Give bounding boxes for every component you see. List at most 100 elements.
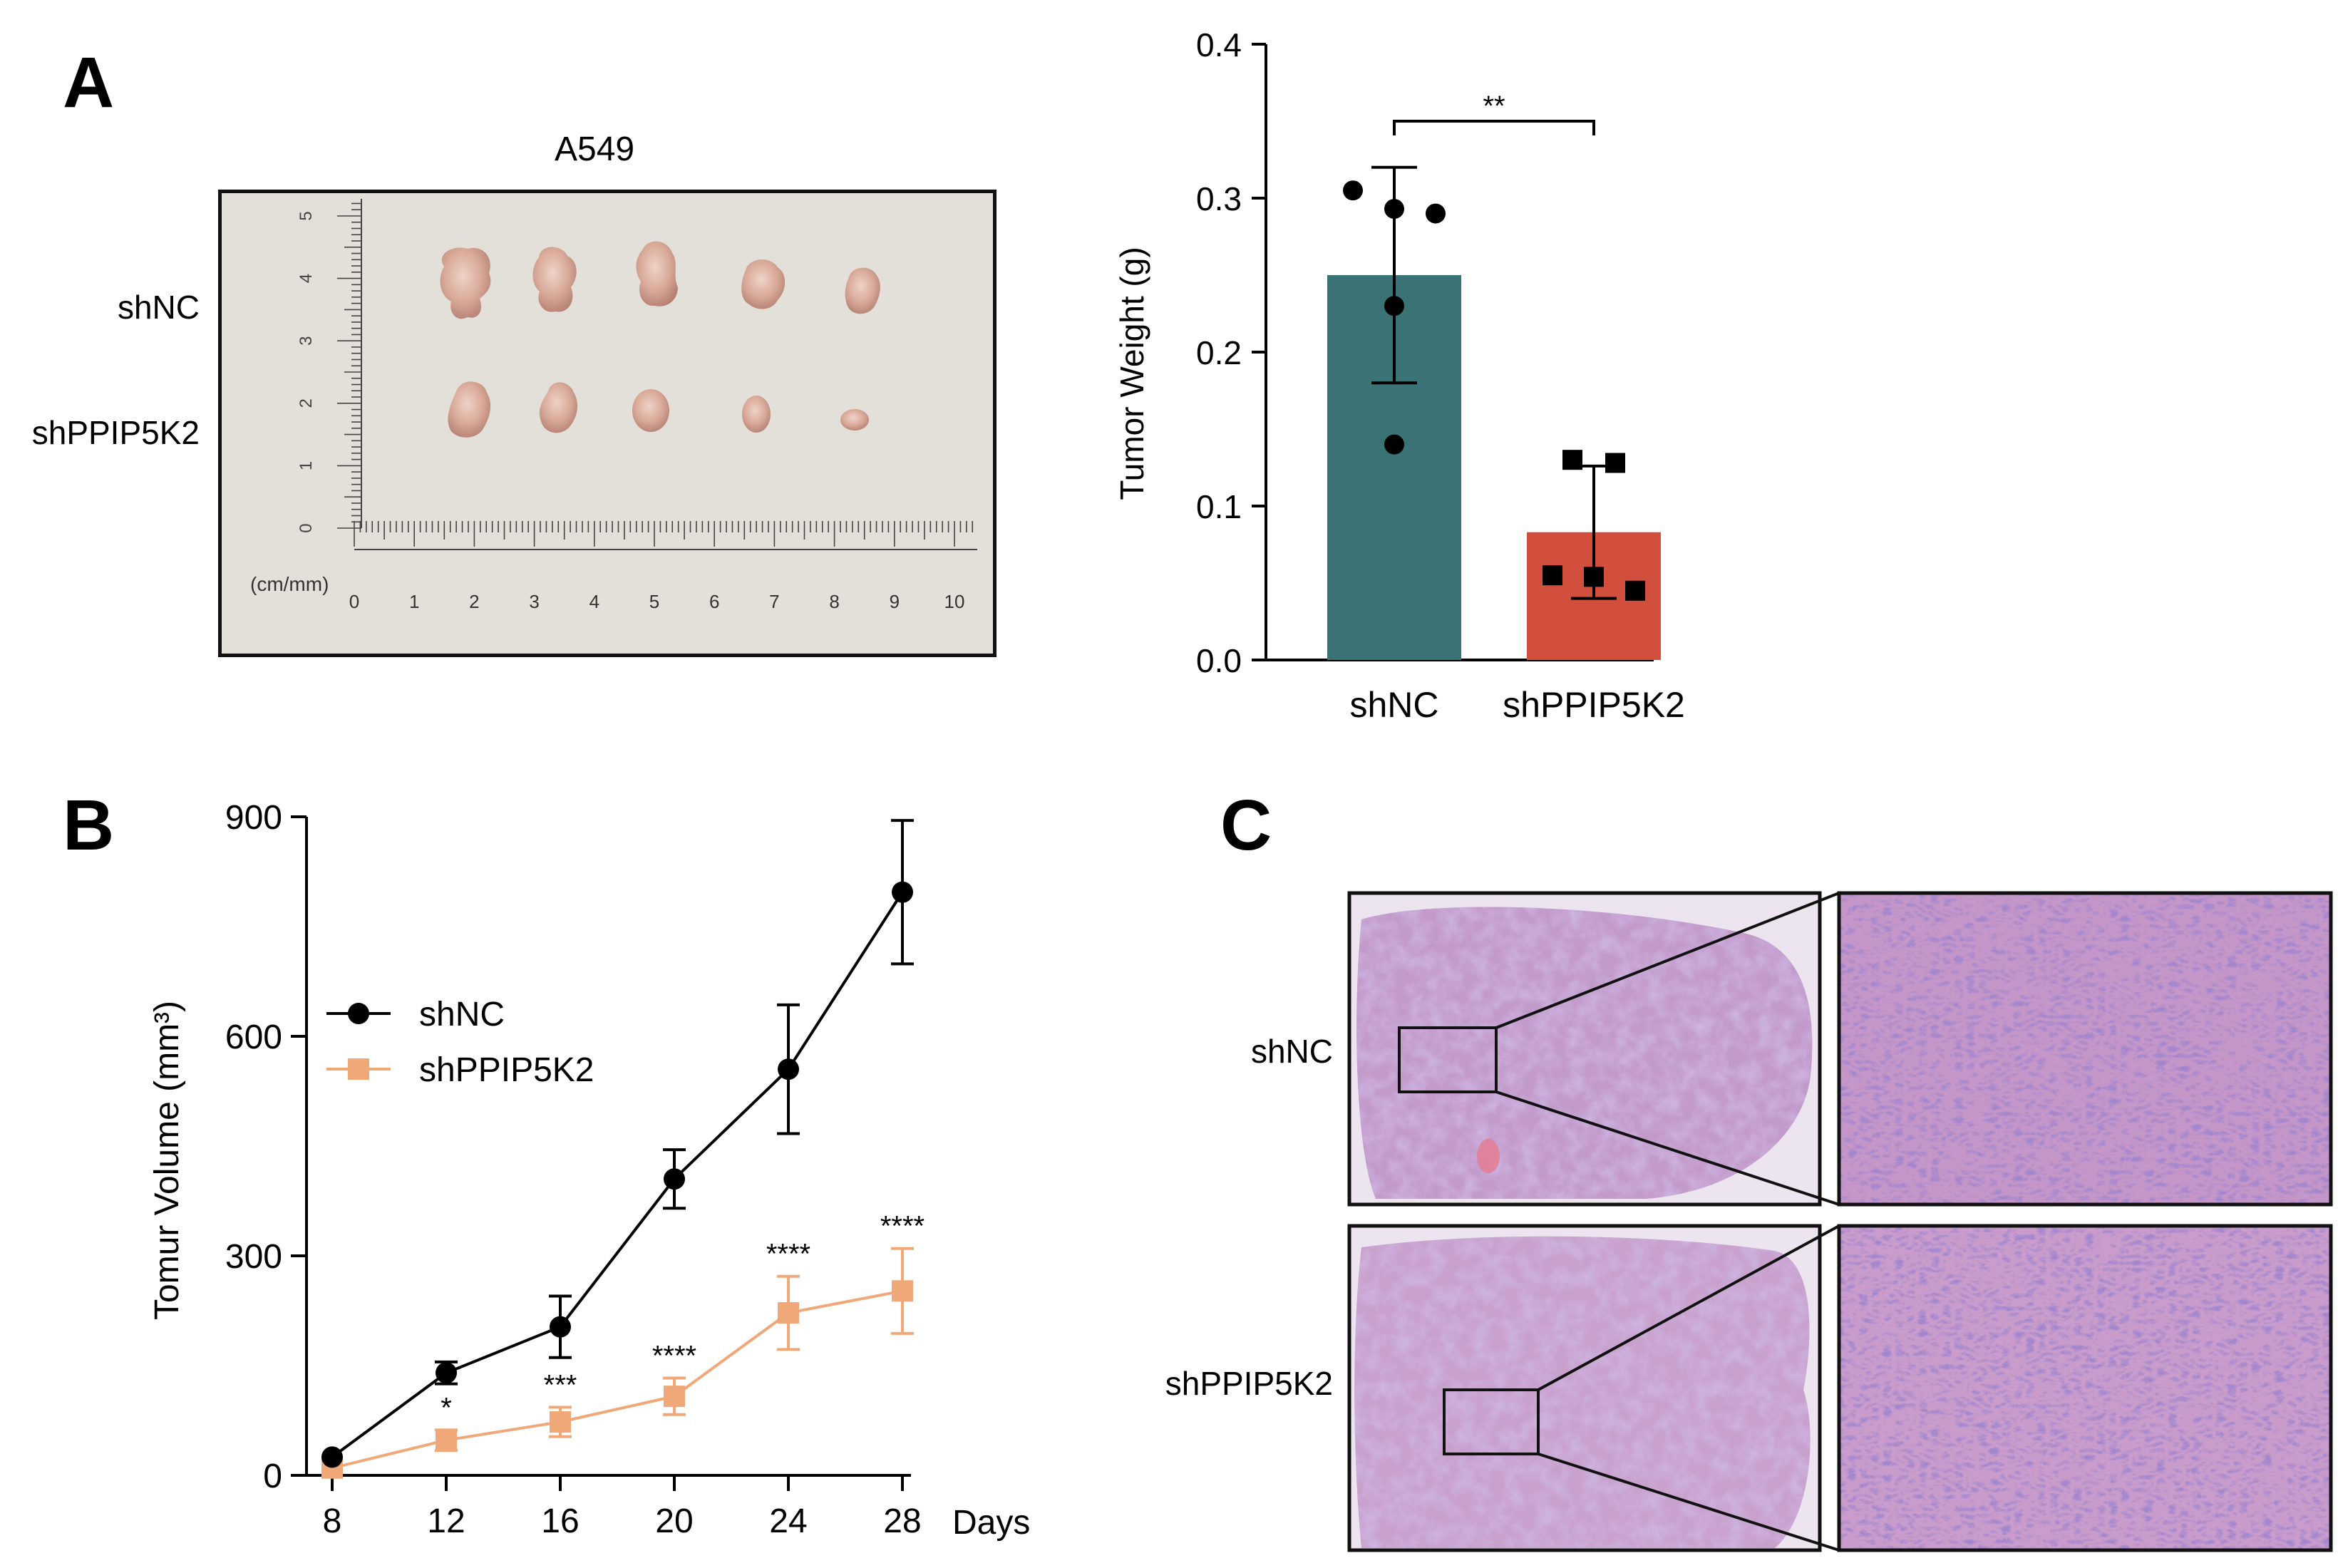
tumor-shnc-2 bbox=[532, 247, 577, 312]
significance-label: * bbox=[441, 1392, 452, 1423]
legend-item-shPPIP5K2: shPPIP5K2 bbox=[326, 1051, 594, 1089]
tumor-volume-chart: 0 300 600 900 8 12 16 20 24 28 Days Tomur Volume (m… bbox=[148, 799, 1030, 1542]
ruler-y-label: 4 bbox=[297, 274, 316, 283]
ruler-x-label: 9 bbox=[890, 591, 900, 612]
tumor-weight-axes: 0.0 0.1 0.2 0.3 0.4 Tumor Weight (g) bbox=[1113, 26, 1654, 679]
data-point bbox=[778, 1058, 799, 1080]
tumor-shnc-1 bbox=[440, 247, 491, 319]
y-tick-label: 0 bbox=[263, 1458, 282, 1495]
data-point bbox=[892, 881, 913, 903]
horizontal-ruler: 0 1 2 3 4 5 6 7 8 9 10 bbox=[349, 521, 977, 612]
tumor-shnc-3 bbox=[636, 241, 678, 306]
ruler-y-label: 1 bbox=[297, 461, 316, 470]
significance-label: **** bbox=[766, 1239, 810, 1270]
x-tick-label: 8 bbox=[323, 1502, 342, 1540]
y-axis-label: Tomur Volume (mm³) bbox=[148, 1001, 186, 1320]
he-zoom-box-shnc bbox=[1398, 1026, 1498, 1093]
tumor-shppip5k2-3 bbox=[632, 389, 669, 432]
data-point bbox=[892, 1280, 913, 1302]
x-tick-label: 28 bbox=[883, 1502, 921, 1540]
tumor-shppip5k2-2 bbox=[539, 382, 578, 433]
data-point bbox=[436, 1429, 457, 1451]
tumor-weight-points bbox=[1343, 180, 1645, 601]
y-tick-label: 300 bbox=[225, 1238, 282, 1276]
he-low-shnc bbox=[1347, 891, 1822, 1207]
tumor-weight-errorbars bbox=[1371, 165, 1617, 600]
tumor-shppip5k2-4 bbox=[742, 396, 771, 433]
tumor-volume-series bbox=[321, 819, 914, 1479]
y-axis-label: Tumor Weight (g) bbox=[1113, 247, 1150, 500]
significance-label: *** bbox=[544, 1370, 577, 1401]
ruler-x-label: 5 bbox=[649, 591, 659, 612]
row-label-shppip5k2: shPPIP5K2 bbox=[31, 414, 200, 451]
tumor-weight-chart: 0.0 0.1 0.2 0.3 0.4 Tumor Weight (g) shNC shPP… bbox=[1113, 26, 1685, 725]
y-tick-label: 0.1 bbox=[1196, 488, 1242, 525]
x-tick-label: 24 bbox=[769, 1502, 807, 1540]
x-tick-label: shNC bbox=[1349, 685, 1438, 725]
x-axis-label: Days bbox=[952, 1504, 1030, 1542]
x-tick-label: 12 bbox=[427, 1502, 465, 1540]
data-point-shPPIP5K2 bbox=[1605, 453, 1625, 473]
x-tick-label: shPPIP5K2 bbox=[1503, 685, 1685, 725]
tumor-shnc-5 bbox=[845, 267, 880, 314]
y-tick-label: 0.4 bbox=[1196, 26, 1242, 63]
series-line bbox=[331, 891, 904, 1458]
tumor-row-shppip5k2 bbox=[448, 381, 869, 438]
ruler-x-label: 7 bbox=[769, 591, 779, 612]
data-point bbox=[664, 1168, 685, 1190]
histology-figure bbox=[1347, 891, 2333, 1552]
significance-label: ** bbox=[1483, 91, 1505, 122]
data-point-shPPIP5K2 bbox=[1625, 580, 1645, 601]
he-zoom-box-shppip5k2 bbox=[1443, 1388, 1540, 1455]
y-tick-label: 0.2 bbox=[1196, 334, 1242, 371]
data-point-shNC bbox=[1384, 434, 1404, 455]
data-point bbox=[436, 1362, 457, 1384]
he-zoom-line bbox=[1495, 1090, 1840, 1206]
series-shNC bbox=[321, 819, 914, 1468]
data-point bbox=[550, 1316, 571, 1338]
panel-label-c: C bbox=[1220, 785, 1272, 865]
ruler-x-label: 6 bbox=[709, 591, 719, 612]
significance-label: **** bbox=[652, 1340, 696, 1371]
he-zoom-line bbox=[1538, 1453, 1840, 1552]
vertical-ruler: 0 1 2 3 4 5 bbox=[297, 199, 362, 533]
he-high-shppip5k2 bbox=[1837, 1224, 2333, 1552]
y-tick-label: 0.3 bbox=[1196, 180, 1242, 217]
tumor-photo: 0 1 2 3 4 5 0 1 2 3 4 5 6 7 8 9 10 (cm/mm) bbox=[218, 190, 997, 657]
row-label-shnc: shNC bbox=[117, 289, 200, 326]
ruler-x-label: 3 bbox=[529, 591, 539, 612]
data-point bbox=[321, 1446, 343, 1468]
he-zoom-line bbox=[1495, 892, 1840, 1029]
x-tick-label: 16 bbox=[541, 1502, 579, 1540]
he-zoom-line bbox=[1538, 1224, 1840, 1391]
ruler-x-label: 10 bbox=[944, 591, 965, 612]
panel-label-a: A bbox=[63, 43, 115, 123]
data-point bbox=[778, 1302, 799, 1324]
ruler-y-label: 3 bbox=[297, 336, 316, 346]
significance-bracket: ** bbox=[1393, 91, 1595, 135]
x-tick-label: 20 bbox=[655, 1502, 693, 1540]
bracket-line bbox=[1393, 120, 1595, 135]
ruler-x-label: 1 bbox=[409, 591, 419, 612]
panel-label-b: B bbox=[63, 785, 115, 865]
ruler-x-label: 2 bbox=[469, 591, 479, 612]
data-point bbox=[550, 1411, 571, 1433]
tumor-row-shnc bbox=[440, 241, 880, 319]
tumor-volume-annotations: **************** bbox=[441, 1211, 925, 1424]
tumor-shppip5k2-1 bbox=[448, 381, 491, 438]
ruler-y-label: 5 bbox=[297, 211, 316, 220]
data-point bbox=[664, 1386, 685, 1408]
series-shPPIP5K2 bbox=[321, 1247, 914, 1479]
data-point-shPPIP5K2 bbox=[1543, 565, 1562, 586]
legend-label: shNC bbox=[419, 996, 505, 1033]
tumor-volume-legend: shNC shPPIP5K2 bbox=[326, 996, 594, 1089]
series-line bbox=[331, 1289, 903, 1470]
tumor-photo-canvas: 0 1 2 3 4 5 0 1 2 3 4 5 6 7 8 9 10 (cm/mm) bbox=[222, 193, 993, 654]
he-row-label-shppip5k2: shPPIP5K2 bbox=[1165, 1365, 1333, 1402]
tumor-shppip5k2-5 bbox=[840, 409, 869, 430]
ruler-x-label: 0 bbox=[349, 591, 359, 612]
legend-item-shNC: shNC bbox=[326, 996, 505, 1033]
ruler-y-label: 0 bbox=[297, 523, 316, 532]
tumor-volume-axes: 0 300 600 900 8 12 16 20 24 28 Days Tomur Volume (m… bbox=[148, 799, 1030, 1542]
ruler-x-label: 4 bbox=[589, 591, 599, 612]
